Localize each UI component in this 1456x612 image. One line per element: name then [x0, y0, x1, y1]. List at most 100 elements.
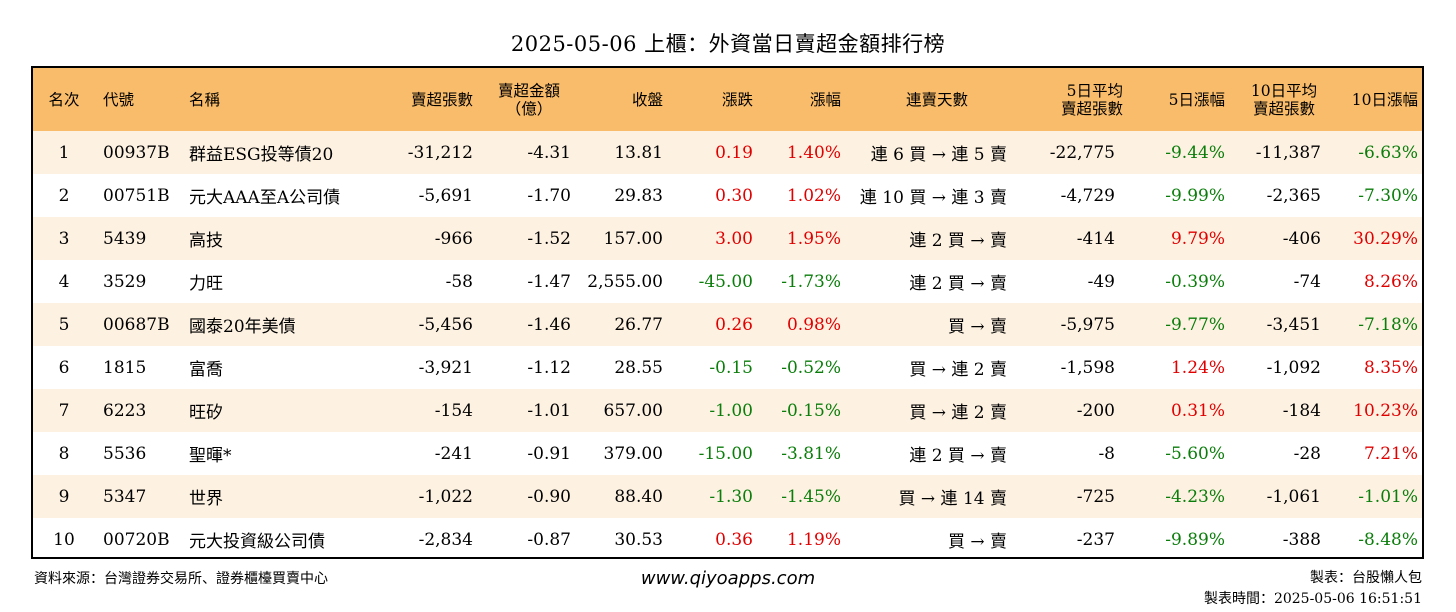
- cell-pct5: -9.77%: [1165, 314, 1225, 335]
- page-title: 2025-05-06 上櫃：外資當日賣超金額排行榜: [510, 32, 946, 56]
- ranking-table-container: 名次 代號 名稱 賣超張數 賣超金額 （億） 收盤 漲跌 漲幅 連賣天數 5日平…: [31, 66, 1424, 559]
- cell-change: -15.00: [698, 443, 753, 464]
- cell-change: 0.36: [715, 529, 753, 550]
- cell-change-pct: -3.81%: [781, 443, 841, 464]
- cell-streak: 買 → 連 2 賣: [909, 360, 1007, 380]
- cell-rank: 1: [58, 142, 70, 163]
- cell-avg5: -8: [1098, 443, 1115, 464]
- header-change: 漲跌: [721, 90, 753, 109]
- cell-name: 元大投資級公司債: [189, 532, 325, 552]
- cell-rank: 10: [53, 529, 75, 550]
- header-change-pct: 漲幅: [809, 90, 841, 109]
- cell-close: 379.00: [603, 443, 663, 464]
- cell-sell-amount: -0.87: [527, 529, 571, 550]
- header-avg5: 5日平均 賣超張數: [1025, 68, 1135, 131]
- cell-close: 28.55: [614, 357, 663, 378]
- cell-close: 26.77: [614, 314, 663, 335]
- cell-change-pct: 1.95%: [786, 228, 841, 249]
- table-row: 7 6223 旺矽 -154 -1.01 657.00 -1.00 -0.15% 買 → 連 2…: [33, 389, 1422, 432]
- website-link[interactable]: www.qiyoapps.com: [640, 568, 816, 589]
- cell-name: 力旺: [189, 274, 223, 294]
- cell-streak: 買 → 賣: [947, 532, 1007, 552]
- data-source: 資料來源：台灣證券交易所、證券櫃檯買賣中心: [34, 571, 328, 587]
- ranking-table: 名次 代號 名稱 賣超張數 賣超金額 （億） 收盤 漲跌 漲幅 連賣天數 5日平…: [33, 68, 1422, 557]
- cell-avg10: -406: [1282, 228, 1321, 249]
- cell-code: 00751B: [103, 185, 170, 206]
- header-avg5-line1: 5日平均: [1066, 81, 1123, 100]
- cell-sell-amount: -0.90: [527, 486, 571, 507]
- cell-sell-shares: -241: [434, 443, 473, 464]
- cell-name: 群益ESG投等債20: [189, 145, 334, 165]
- cell-sell-shares: -5,691: [418, 185, 473, 206]
- cell-name: 旺矽: [189, 403, 223, 423]
- header-code: 代號: [103, 90, 135, 109]
- cell-sell-shares: -58: [445, 271, 473, 292]
- cell-rank: 3: [58, 228, 70, 249]
- cell-avg10: -184: [1282, 400, 1321, 421]
- table-row: 10 00720B 元大投資級公司債 -2,834 -0.87 30.53 0.36 1.19…: [33, 518, 1422, 557]
- cell-sell-amount: -0.91: [527, 443, 571, 464]
- cell-close: 157.00: [603, 228, 663, 249]
- cell-change-pct: 1.40%: [786, 142, 841, 163]
- cell-avg5: -5,975: [1060, 314, 1115, 335]
- cell-rank: 7: [58, 400, 70, 421]
- cell-pct10: -7.18%: [1358, 314, 1418, 335]
- cell-streak: 買 → 賣: [947, 317, 1007, 337]
- cell-name: 聖暉*: [189, 446, 232, 466]
- cell-avg5: -22,775: [1049, 142, 1115, 163]
- cell-rank: 4: [58, 271, 70, 292]
- cell-pct5: -9.44%: [1165, 142, 1225, 163]
- cell-pct10: -7.30%: [1358, 185, 1418, 206]
- made-time: 製表時間：2025-05-06 16:51:51: [1203, 591, 1422, 607]
- cell-streak: 連 2 買 → 賣: [909, 231, 1007, 251]
- header-sell-amount: 賣超金額 （億）: [481, 68, 579, 131]
- header-sell-amount-line1: 賣超金額: [497, 81, 560, 100]
- cell-change-pct: 0.98%: [786, 314, 841, 335]
- cell-streak: 連 2 買 → 賣: [909, 446, 1007, 466]
- cell-pct10: 8.26%: [1363, 271, 1418, 292]
- cell-change: 0.19: [715, 142, 753, 163]
- cell-sell-amount: -4.31: [527, 142, 571, 163]
- table-row: 4 3529 力旺 -58 -1.47 2,555.00 -45.00 -1.73% 連 2 買…: [33, 260, 1422, 303]
- table-body: 1 00937B 群益ESG投等債20 -31,212 -4.31 13.81 0.19 1.…: [33, 131, 1422, 557]
- cell-code: 00720B: [103, 529, 170, 550]
- header-name: 名稱: [189, 90, 221, 109]
- cell-streak: 買 → 連 2 賣: [909, 403, 1007, 423]
- cell-name: 國泰20年美債: [189, 317, 296, 337]
- table-header-row: 名次 代號 名稱 賣超張數 賣超金額 （億） 收盤 漲跌 漲幅 連賣天數 5日平…: [33, 68, 1422, 131]
- header-avg10: 10日平均 賣超張數: [1233, 68, 1335, 131]
- cell-change: 0.30: [715, 185, 753, 206]
- cell-sell-shares: -31,212: [407, 142, 473, 163]
- cell-code: 00937B: [103, 142, 170, 163]
- cell-sell-shares: -5,456: [418, 314, 473, 335]
- cell-code: 1815: [103, 357, 147, 378]
- cell-avg10: -28: [1293, 443, 1321, 464]
- cell-pct5: -5.60%: [1165, 443, 1225, 464]
- cell-pct5: -0.39%: [1165, 271, 1225, 292]
- cell-pct10: 30.29%: [1353, 228, 1418, 249]
- header-avg10-line1: 10日平均: [1250, 81, 1318, 100]
- cell-rank: 5: [58, 314, 70, 335]
- cell-avg5: -49: [1087, 271, 1115, 292]
- header-streak: 連賣天數: [905, 90, 968, 109]
- cell-avg10: -11,387: [1255, 142, 1321, 163]
- cell-avg10: -388: [1282, 529, 1321, 550]
- table-row: 5 00687B 國泰20年美債 -5,456 -1.46 26.77 0.26 0.98% 買…: [33, 303, 1422, 346]
- cell-sell-shares: -154: [434, 400, 473, 421]
- cell-name: 元大AAA至A公司債: [189, 188, 341, 208]
- header-sell-shares: 賣超張數: [410, 90, 473, 109]
- cell-close: 657.00: [603, 400, 663, 421]
- cell-streak: 連 2 買 → 賣: [909, 274, 1007, 294]
- cell-code: 00687B: [103, 314, 170, 335]
- table-row: 3 5439 高技 -966 -1.52 157.00 3.00 1.95% 連 2 買 → 賣…: [33, 217, 1422, 260]
- cell-change: -1.00: [709, 400, 753, 421]
- cell-avg10: -74: [1293, 271, 1321, 292]
- table-row: 1 00937B 群益ESG投等債20 -31,212 -4.31 13.81 0.19 1.…: [33, 131, 1422, 174]
- cell-rank: 9: [58, 486, 70, 507]
- cell-pct5: 1.24%: [1170, 357, 1225, 378]
- cell-rank: 2: [58, 185, 70, 206]
- cell-pct10: -6.63%: [1358, 142, 1418, 163]
- cell-pct5: -4.23%: [1165, 486, 1225, 507]
- footer-credits: 製表：台股懶人包 製表時間：2025-05-06 16:51:51: [1204, 568, 1422, 610]
- cell-close: 29.83: [614, 185, 663, 206]
